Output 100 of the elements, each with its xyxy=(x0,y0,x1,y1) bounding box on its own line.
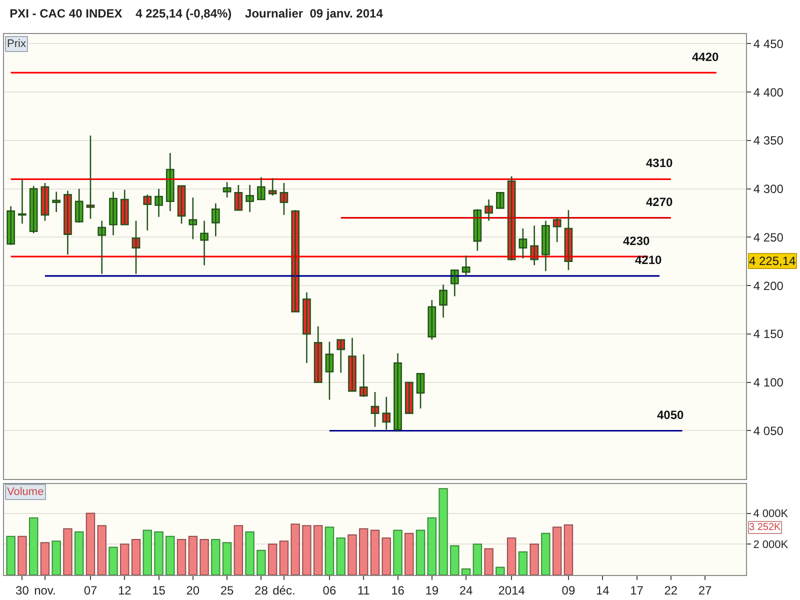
bar xyxy=(404,532,414,575)
annotation: 4270 xyxy=(646,195,674,209)
x-tick-label: déc. xyxy=(272,583,296,598)
bar xyxy=(348,534,357,575)
annotation: 4310 xyxy=(646,156,674,170)
bar xyxy=(74,531,84,575)
candlestick xyxy=(291,209,300,312)
candlestick xyxy=(200,220,208,266)
bar xyxy=(450,545,460,575)
bar xyxy=(86,512,96,575)
candlestick xyxy=(188,196,198,240)
x-tick-label: 07 xyxy=(84,583,98,598)
x-tick-label: 28 xyxy=(254,583,268,598)
y-tick-label: 2 000K xyxy=(753,539,789,552)
bar xyxy=(552,526,562,575)
candlestick xyxy=(86,134,95,220)
bar xyxy=(131,539,141,575)
x-tick-label: 15 xyxy=(152,583,166,598)
bar xyxy=(200,539,209,575)
x-tick-label: 30 xyxy=(16,583,30,598)
bar xyxy=(370,530,380,575)
x-tick-label: 16 xyxy=(391,583,405,598)
x-tick-label: 25 xyxy=(220,583,234,598)
bar xyxy=(188,536,198,575)
bar xyxy=(290,524,300,575)
candlestick xyxy=(268,178,277,196)
y-tick-label: 4 150 xyxy=(753,327,784,342)
y-tick-label: 4 450 xyxy=(753,36,784,51)
bar xyxy=(541,532,550,575)
x-tick-label: 20 xyxy=(186,583,200,598)
bar xyxy=(108,546,118,575)
bar xyxy=(176,539,186,575)
bar xyxy=(506,537,516,575)
y-tick-label: 4 300 xyxy=(753,182,784,196)
x-tick-label: 14 xyxy=(596,583,610,598)
bar xyxy=(472,544,482,575)
bar xyxy=(211,539,220,575)
x-tick-label: 27 xyxy=(698,583,712,598)
bar xyxy=(336,537,346,575)
y-tick-label: 4 000K xyxy=(753,508,789,520)
bar xyxy=(6,536,16,575)
chart-title: PXI - CAC 40 INDEX 4 225,14 (-0,84%) Journalier 09 janv. 2014 xyxy=(10,6,384,20)
y-tick-label: 4 100 xyxy=(753,376,784,390)
bar xyxy=(120,544,130,575)
x-tick-label: 11 xyxy=(357,583,370,598)
bar xyxy=(154,531,164,575)
bar xyxy=(359,528,368,575)
y-tick-label: 4 050 xyxy=(753,424,784,438)
bar xyxy=(268,544,278,575)
candlestick xyxy=(404,382,414,414)
bar xyxy=(302,525,312,575)
candlestick xyxy=(496,192,504,209)
bar xyxy=(222,542,232,575)
bar xyxy=(496,566,505,575)
bar xyxy=(393,530,402,575)
bar xyxy=(97,525,106,575)
annotation: 4230 xyxy=(623,234,650,248)
bar xyxy=(245,531,254,575)
x-tick-label: 24 xyxy=(459,583,474,598)
bar xyxy=(461,568,471,575)
bar xyxy=(530,544,539,575)
y-tick-label: 4 400 xyxy=(753,85,784,100)
bar xyxy=(28,517,38,575)
x-tick-label: 2014 xyxy=(498,583,526,598)
bar xyxy=(438,488,448,575)
candlestick xyxy=(428,299,436,340)
bar xyxy=(40,542,50,575)
x-tick-label: 19 xyxy=(425,583,439,598)
candlestick xyxy=(552,217,562,243)
bar xyxy=(52,540,61,575)
bar xyxy=(166,536,175,575)
bar xyxy=(18,536,27,575)
candlestick xyxy=(222,181,232,198)
x-tick-label: 09 xyxy=(562,583,576,598)
bar xyxy=(518,551,528,575)
x-tick-label: nov. xyxy=(34,583,56,598)
x-tick-label: 12 xyxy=(118,583,132,598)
bar xyxy=(279,540,289,575)
x-tick-label: 06 xyxy=(322,583,336,598)
bar xyxy=(314,525,323,575)
y-tick-label: 4 250 xyxy=(753,230,784,244)
bar xyxy=(234,525,244,575)
annotation: Prix xyxy=(7,38,26,50)
y-tick-label: 4 200 xyxy=(753,278,784,293)
bar xyxy=(564,524,574,575)
annotation: 4050 xyxy=(657,408,684,422)
annotation: 4210 xyxy=(635,253,662,267)
text: 3 252K xyxy=(749,522,782,533)
bar xyxy=(416,530,426,575)
bar xyxy=(382,537,391,575)
candlestick xyxy=(29,185,38,234)
x-tick-label: 17 xyxy=(630,583,644,598)
text: 4 225,14 xyxy=(749,254,796,268)
x-tick-label: 22 xyxy=(664,583,678,598)
annotation: 4420 xyxy=(692,50,720,64)
bar xyxy=(484,548,494,575)
annotation: Volume xyxy=(7,486,44,498)
bar xyxy=(63,528,72,575)
bar xyxy=(324,526,334,575)
bar xyxy=(142,530,152,575)
